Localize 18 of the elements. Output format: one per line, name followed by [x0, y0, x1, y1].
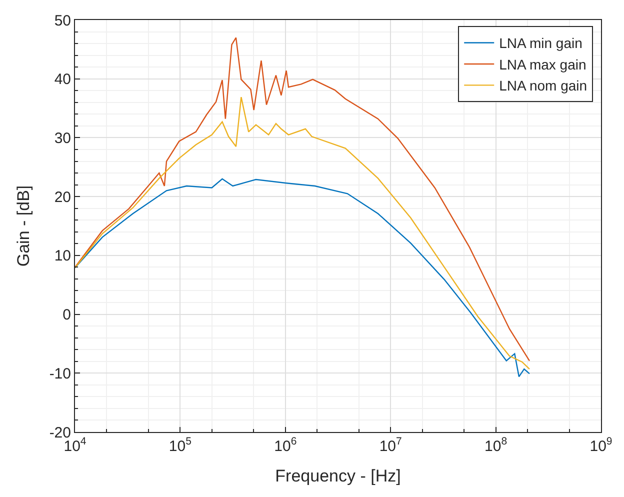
y-tick-label: 20: [54, 188, 71, 206]
y-tick-label: 10: [54, 248, 71, 265]
legend-label: LNA min gain: [499, 35, 582, 52]
y-tick-label: 0: [62, 306, 71, 324]
x-tick-label: 10$^{8}$: [484, 436, 508, 455]
x-tick-label: 10$^{5}$: [168, 436, 192, 455]
y-axis-title: Gain - [dB]: [14, 185, 33, 267]
x-tick-label: 10$^{7}$: [379, 436, 402, 455]
y-tick-label: -10: [49, 365, 71, 382]
y-tick-label: -20: [49, 424, 71, 442]
legend-label: LNA nom gain: [499, 78, 588, 94]
x-tick-label: 10$^{6}$: [274, 436, 297, 455]
y-tick-label: 40: [54, 71, 71, 88]
x-axis-title: Frequency - [Hz]: [275, 466, 401, 486]
y-tick-label: 50: [54, 12, 71, 30]
x-tick-label: 10$^{9}$: [590, 436, 612, 455]
legend-label: LNA max gain: [499, 56, 586, 72]
y-tick-label: 30: [54, 130, 71, 147]
